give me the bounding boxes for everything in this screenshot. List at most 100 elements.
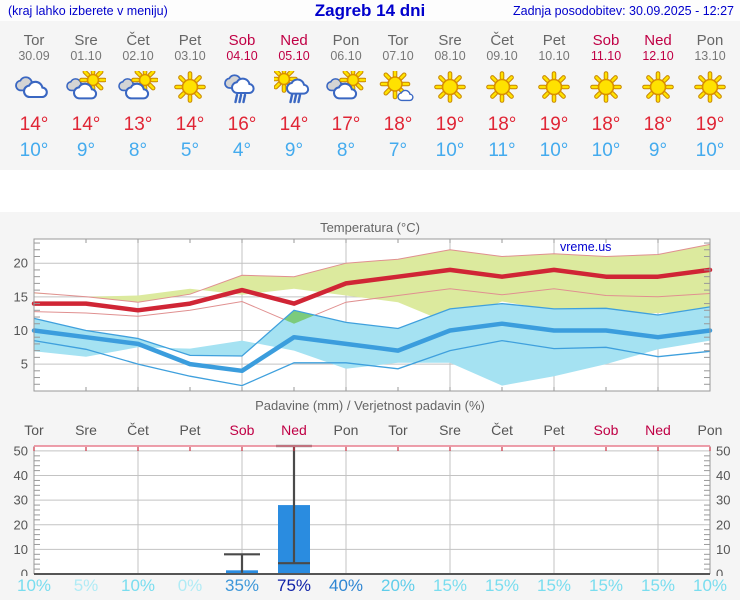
precipitation-probability: 20% bbox=[380, 576, 416, 595]
day-date: 30.09 bbox=[18, 49, 50, 63]
precip-day-label: Ned bbox=[645, 422, 671, 438]
precipitation-probability: 10% bbox=[120, 576, 156, 595]
day-column: Čet 02.10 13° 8° bbox=[112, 21, 164, 165]
day-date: 05.10 bbox=[278, 49, 310, 63]
day-column: Pon 13.10 19° 10° bbox=[684, 21, 736, 165]
day-date: 03.10 bbox=[174, 49, 206, 63]
day-column: Sre 08.10 19° 10° bbox=[424, 21, 476, 165]
day-column: Pet 03.10 14° 5° bbox=[164, 21, 216, 165]
last-update-timestamp: Zadnja posodobitev: 30.09.2025 - 12:27 bbox=[512, 4, 734, 18]
precip-day-label: Ned bbox=[281, 422, 307, 438]
max-temperature: 13° bbox=[123, 114, 153, 135]
watermark: vreme.us bbox=[560, 240, 612, 254]
day-column: Sob 04.10 16° 4° bbox=[216, 21, 268, 165]
precipitation-chart-title: Padavine (mm) / Verjetnost padavin (%) bbox=[255, 398, 485, 413]
svg-text:40: 40 bbox=[716, 468, 730, 483]
day-date: 11.10 bbox=[590, 49, 622, 63]
day-date: 13.10 bbox=[694, 49, 726, 63]
partly-cloudy-icon bbox=[112, 71, 164, 105]
max-temperature: 19° bbox=[695, 114, 725, 135]
day-name: Tor bbox=[387, 32, 409, 49]
min-temperature: 10° bbox=[539, 140, 569, 161]
svg-text:0: 0 bbox=[21, 567, 28, 577]
min-temperature: 10° bbox=[695, 140, 725, 161]
day-name: Sob bbox=[228, 32, 256, 49]
precipitation-probability: 15% bbox=[640, 576, 676, 595]
max-temperature: 19° bbox=[435, 114, 465, 135]
precip-day-label: Pet bbox=[179, 422, 201, 438]
precipitation-probability: 40% bbox=[328, 576, 364, 595]
min-temperature: 11° bbox=[488, 140, 516, 161]
svg-text:20: 20 bbox=[14, 517, 28, 532]
precipitation-probability-row: 10% 5% 10% 0% 35% 75% 40% 20% 15% 15% 15% 15% 15% 10% bbox=[8, 577, 736, 594]
day-name: Čet bbox=[490, 32, 514, 49]
precipitation-probability: 15% bbox=[432, 576, 468, 595]
svg-text:15: 15 bbox=[14, 289, 28, 304]
day-name: Sre bbox=[74, 32, 98, 49]
precip-day-label: Sre bbox=[75, 422, 97, 438]
svg-text:40: 40 bbox=[14, 468, 28, 483]
max-temperature: 17° bbox=[331, 114, 361, 135]
precip-day-label: Pon bbox=[697, 422, 723, 438]
precip-day-label: Čet bbox=[127, 422, 149, 438]
min-temperature: 8° bbox=[336, 140, 356, 161]
day-column: Sob 11.10 18° 10° bbox=[580, 21, 632, 165]
precip-day-label: Sob bbox=[593, 422, 619, 438]
precipitation-day-labels: Tor Sre Čet Pet Sob Ned Pon Tor Sre Čet Pet Sob Ned P… bbox=[8, 422, 736, 438]
min-temperature: 9° bbox=[648, 140, 668, 161]
day-date: 06.10 bbox=[330, 49, 362, 63]
day-name: Sob bbox=[592, 32, 620, 49]
max-temperature: 19° bbox=[539, 114, 569, 135]
precipitation-probability: 15% bbox=[484, 576, 520, 595]
min-temperature: 9° bbox=[76, 140, 96, 161]
temperature-plot: 5 10 15 20 bbox=[0, 236, 740, 396]
max-temperature: 14° bbox=[71, 114, 101, 135]
precip-day-label: Pon bbox=[333, 422, 359, 438]
temperature-chart: 5 10 15 20 vreme.us bbox=[0, 236, 740, 396]
precipitation-probability: 10% bbox=[16, 576, 52, 595]
precipitation-plot: 0 0 10 10 20 20 30 30 40 40 50 50 bbox=[0, 442, 740, 576]
precipitation-probability: 10% bbox=[692, 576, 728, 595]
min-temperature: 10° bbox=[435, 140, 465, 161]
max-temperature: 18° bbox=[487, 114, 517, 135]
mostly-sunny-icon bbox=[372, 71, 424, 105]
menu-hint: (kraj lahko izberete v meniju) bbox=[8, 4, 168, 18]
day-date: 09.10 bbox=[486, 49, 518, 63]
sunny-icon bbox=[632, 71, 684, 105]
precipitation-probability: 15% bbox=[536, 576, 572, 595]
precipitation-probability: 0% bbox=[177, 576, 203, 595]
max-temperature: 14° bbox=[175, 114, 205, 135]
svg-text:0: 0 bbox=[716, 567, 723, 577]
max-temperature: 14° bbox=[19, 114, 49, 135]
svg-text:10: 10 bbox=[716, 542, 730, 557]
sun-shower-icon bbox=[268, 71, 320, 105]
sunny-icon bbox=[528, 71, 580, 105]
sunny-icon bbox=[580, 71, 632, 105]
precip-day-label: Čet bbox=[491, 422, 513, 438]
day-name: Pet bbox=[542, 32, 566, 49]
svg-text:50: 50 bbox=[14, 443, 28, 458]
svg-text:20: 20 bbox=[14, 256, 28, 271]
page-title: Zagreb 14 dni bbox=[314, 1, 426, 20]
precipitation-probability: 5% bbox=[73, 576, 99, 595]
page-header: (kraj lahko izberete v meniju) Zagreb 14… bbox=[0, 0, 740, 21]
svg-text:5: 5 bbox=[21, 357, 28, 372]
precip-day-label: Sob bbox=[229, 422, 255, 438]
min-temperature: 4° bbox=[232, 140, 252, 161]
sunny-icon bbox=[424, 71, 476, 105]
day-name: Pet bbox=[178, 32, 202, 49]
day-column: Ned 12.10 18° 9° bbox=[632, 21, 684, 165]
forecast-strip: Tor 30.09 14° 10° Sre 01.10 14° 9° Čet 02.10 13°… bbox=[0, 21, 740, 170]
precip-day-label: Sre bbox=[439, 422, 461, 438]
day-date: 07.10 bbox=[382, 49, 414, 63]
day-date: 10.10 bbox=[538, 49, 570, 63]
day-column: Čet 09.10 18° 11° bbox=[476, 21, 528, 165]
precip-day-label: Tor bbox=[388, 422, 408, 438]
svg-text:30: 30 bbox=[14, 493, 28, 508]
precip-day-label: Pet bbox=[543, 422, 565, 438]
min-temperature: 9° bbox=[284, 140, 304, 161]
day-date: 08.10 bbox=[434, 49, 466, 63]
partly-cloudy-icon bbox=[320, 71, 372, 105]
precipitation-chart: 0 0 10 10 20 20 30 30 40 40 50 50 bbox=[0, 442, 740, 576]
max-temperature: 18° bbox=[591, 114, 621, 135]
